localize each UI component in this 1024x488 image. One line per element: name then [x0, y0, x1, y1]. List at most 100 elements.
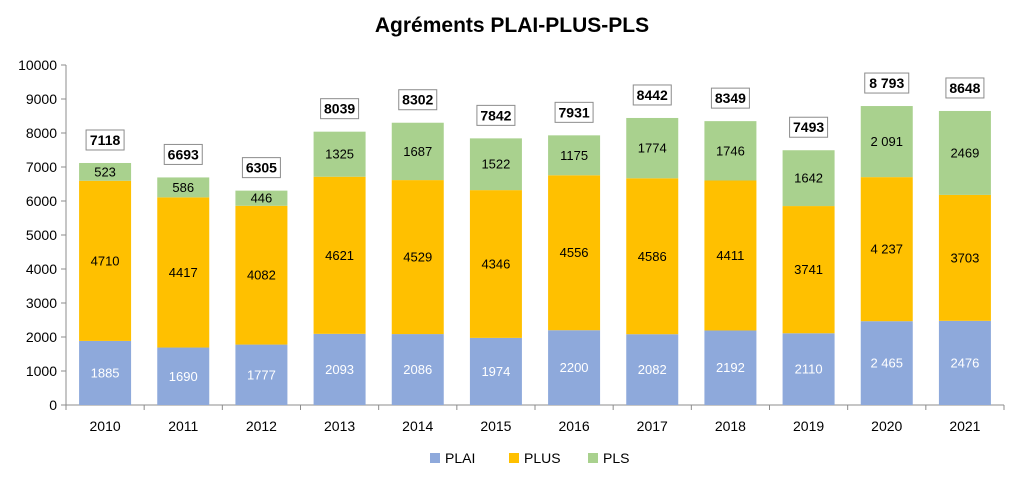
- bar-plai-2012: [235, 344, 288, 405]
- x-tick-label: 2018: [715, 418, 746, 434]
- legend-swatch-plai: [430, 453, 440, 463]
- bar-plai-2019: [782, 333, 835, 405]
- total-label-2013: 8039: [324, 101, 355, 117]
- bar-plus-2016: [548, 175, 601, 331]
- x-tick-label: 2014: [402, 418, 433, 434]
- data-label-plai-2017: 2082: [638, 362, 667, 377]
- legend-label-pls: PLS: [603, 450, 629, 466]
- data-label-plus-2018: 4411: [716, 248, 744, 263]
- bar-pls-2012: [235, 190, 288, 206]
- bar-pls-2014: [391, 122, 444, 181]
- bar-plai-2017: [626, 334, 679, 405]
- x-tick-label: 2021: [949, 418, 980, 434]
- total-label-2020: 8 793: [869, 75, 904, 91]
- bar-plus-2012: [235, 205, 288, 345]
- bar-plai-2021: [938, 320, 991, 405]
- data-label-plus-2015: 4346: [481, 257, 510, 272]
- x-tick-label: 2013: [324, 418, 355, 434]
- data-label-pls-2014: 1687: [403, 144, 432, 159]
- data-label-pls-2020: 2 091: [870, 134, 903, 149]
- total-label-box-2020: [864, 72, 910, 94]
- data-label-plus-2013: 4621: [325, 248, 354, 263]
- chart-title: Agréments PLAI-PLUS-PLS: [374, 14, 650, 37]
- bar-plus-2018: [704, 180, 757, 331]
- data-label-pls-2010: 523: [94, 164, 116, 179]
- y-tick-label: 4000: [26, 261, 57, 277]
- data-label-pls-2015: 1522: [481, 157, 510, 172]
- bar-plai-2013: [313, 333, 366, 405]
- legend-swatch-pls: [588, 453, 598, 463]
- total-label-2016: 7931: [559, 104, 590, 120]
- data-label-plus-2019: 3741: [794, 262, 823, 277]
- y-tick-label: 10000: [18, 57, 57, 73]
- total-label-box-2014: [398, 89, 438, 111]
- x-tick-label: 2020: [871, 418, 902, 434]
- bar-plai-2015: [469, 337, 522, 405]
- data-label-plai-2014: 2086: [403, 362, 432, 377]
- bar-plus-2020: [860, 177, 913, 322]
- bar-pls-2021: [938, 110, 991, 195]
- total-label-box-2012: [241, 157, 281, 179]
- bar-plus-2013: [313, 176, 366, 334]
- data-label-pls-2013: 1325: [325, 147, 354, 162]
- bar-plus-2019: [782, 206, 835, 334]
- total-label-box-2017: [632, 84, 672, 106]
- bar-plus-2015: [469, 190, 522, 338]
- bar-plus-2011: [157, 197, 210, 348]
- data-label-plai-2021: 2476: [950, 355, 979, 370]
- data-label-plai-2019: 2110: [795, 362, 823, 377]
- data-label-plus-2011: 4417: [169, 265, 198, 280]
- y-tick-label: 0: [49, 397, 57, 413]
- bar-pls-2010: [79, 162, 132, 181]
- total-label-2011: 6693: [168, 146, 199, 162]
- total-label-box-2021: [945, 77, 985, 99]
- bar-pls-2018: [704, 121, 757, 181]
- data-label-plai-2015: 1974: [481, 364, 510, 379]
- data-label-pls-2016: 1175: [560, 148, 588, 163]
- total-label-box-2016: [554, 101, 594, 123]
- total-label-box-2018: [710, 87, 750, 109]
- bar-plus-2021: [938, 194, 991, 321]
- data-label-plai-2013: 2093: [325, 362, 354, 377]
- data-label-plus-2012: 4082: [247, 268, 276, 283]
- x-tick-label: 2010: [90, 418, 121, 434]
- legend-label-plai: PLAI: [445, 450, 475, 466]
- x-tick-label: 2011: [168, 418, 198, 434]
- total-label-2017: 8442: [637, 87, 668, 103]
- data-label-pls-2018: 1746: [716, 143, 745, 158]
- y-tick-label: 6000: [26, 193, 57, 209]
- bar-plai-2010: [79, 340, 132, 405]
- y-tick-label: 9000: [26, 91, 57, 107]
- bar-plai-2014: [391, 334, 444, 405]
- data-label-pls-2012: 446: [251, 191, 273, 206]
- y-tick-label: 2000: [26, 329, 57, 345]
- data-label-plai-2016: 2200: [560, 360, 589, 375]
- legend-swatch-plus: [509, 453, 519, 463]
- y-tick-label: 3000: [26, 295, 57, 311]
- total-label-box-2010: [85, 129, 125, 151]
- total-label-2012: 6305: [246, 160, 277, 176]
- bar-pls-2013: [313, 131, 366, 177]
- data-label-pls-2017: 1774: [638, 141, 667, 156]
- x-tick-label: 2019: [793, 418, 824, 434]
- bar-pls-2020: [860, 106, 913, 178]
- bar-plai-2011: [157, 347, 210, 405]
- data-label-pls-2019: 1642: [794, 171, 823, 186]
- total-label-box-2011: [163, 143, 203, 165]
- data-label-plus-2017: 4586: [638, 249, 667, 264]
- total-label-box-2019: [789, 116, 829, 138]
- bar-plai-2016: [548, 330, 601, 405]
- bar-pls-2017: [626, 117, 679, 179]
- bar-plai-2020: [860, 321, 913, 405]
- data-label-plai-2020: 2 465: [870, 356, 903, 371]
- data-label-plus-2010: 4710: [91, 253, 120, 268]
- data-label-plus-2021: 3703: [950, 250, 979, 265]
- data-label-plus-2014: 4529: [403, 250, 432, 265]
- y-tick-label: 8000: [26, 125, 57, 141]
- data-label-plai-2018: 2192: [716, 360, 745, 375]
- y-tick-label: 7000: [26, 159, 57, 175]
- total-label-2018: 8349: [715, 90, 746, 106]
- bar-plai-2018: [704, 330, 757, 405]
